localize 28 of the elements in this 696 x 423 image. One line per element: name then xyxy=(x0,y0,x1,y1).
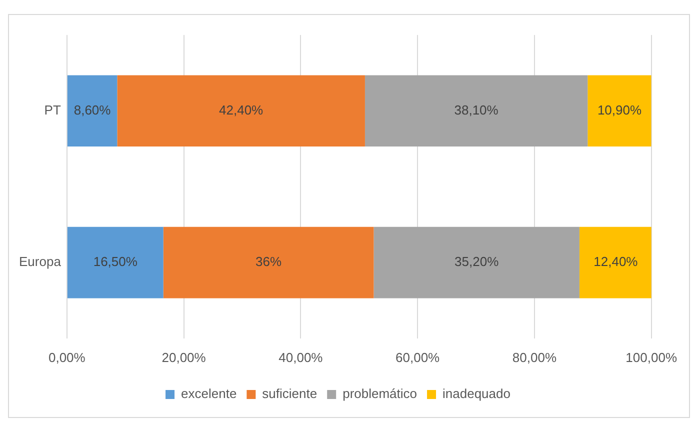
data-label: 8,60% xyxy=(74,102,112,118)
x-tick-label: 0,00% xyxy=(48,350,86,365)
bar xyxy=(67,75,118,146)
bar xyxy=(67,226,164,298)
x-tick-label: 40,00% xyxy=(278,350,324,365)
x-tick-label: 100,00% xyxy=(626,350,678,365)
data-label: 10,90% xyxy=(597,102,642,118)
data-label: 12,40% xyxy=(594,254,638,270)
data-label: 42,40% xyxy=(219,102,264,118)
data-label: 36% xyxy=(256,254,282,270)
y-tick-label: Europa xyxy=(19,254,62,270)
legend-label: inadequado xyxy=(442,386,510,402)
bar xyxy=(588,75,652,146)
x-tick-label: 20,00% xyxy=(162,350,206,365)
x-tick-label: 60,00% xyxy=(396,350,440,365)
bar xyxy=(163,226,374,298)
legend-label: suficiente xyxy=(262,386,318,402)
data-label: 35,20% xyxy=(454,254,500,270)
bar xyxy=(374,226,580,298)
x-tick-label: 80,00% xyxy=(512,350,557,365)
data-label: 38,10% xyxy=(454,102,499,118)
bar xyxy=(117,75,365,146)
legend-label: excelente xyxy=(181,386,237,402)
data-label: 16,50% xyxy=(93,254,138,270)
y-tick-label: PT xyxy=(44,102,61,118)
legend-label: problemático xyxy=(342,386,418,402)
bar xyxy=(579,226,652,298)
bar xyxy=(364,75,588,146)
